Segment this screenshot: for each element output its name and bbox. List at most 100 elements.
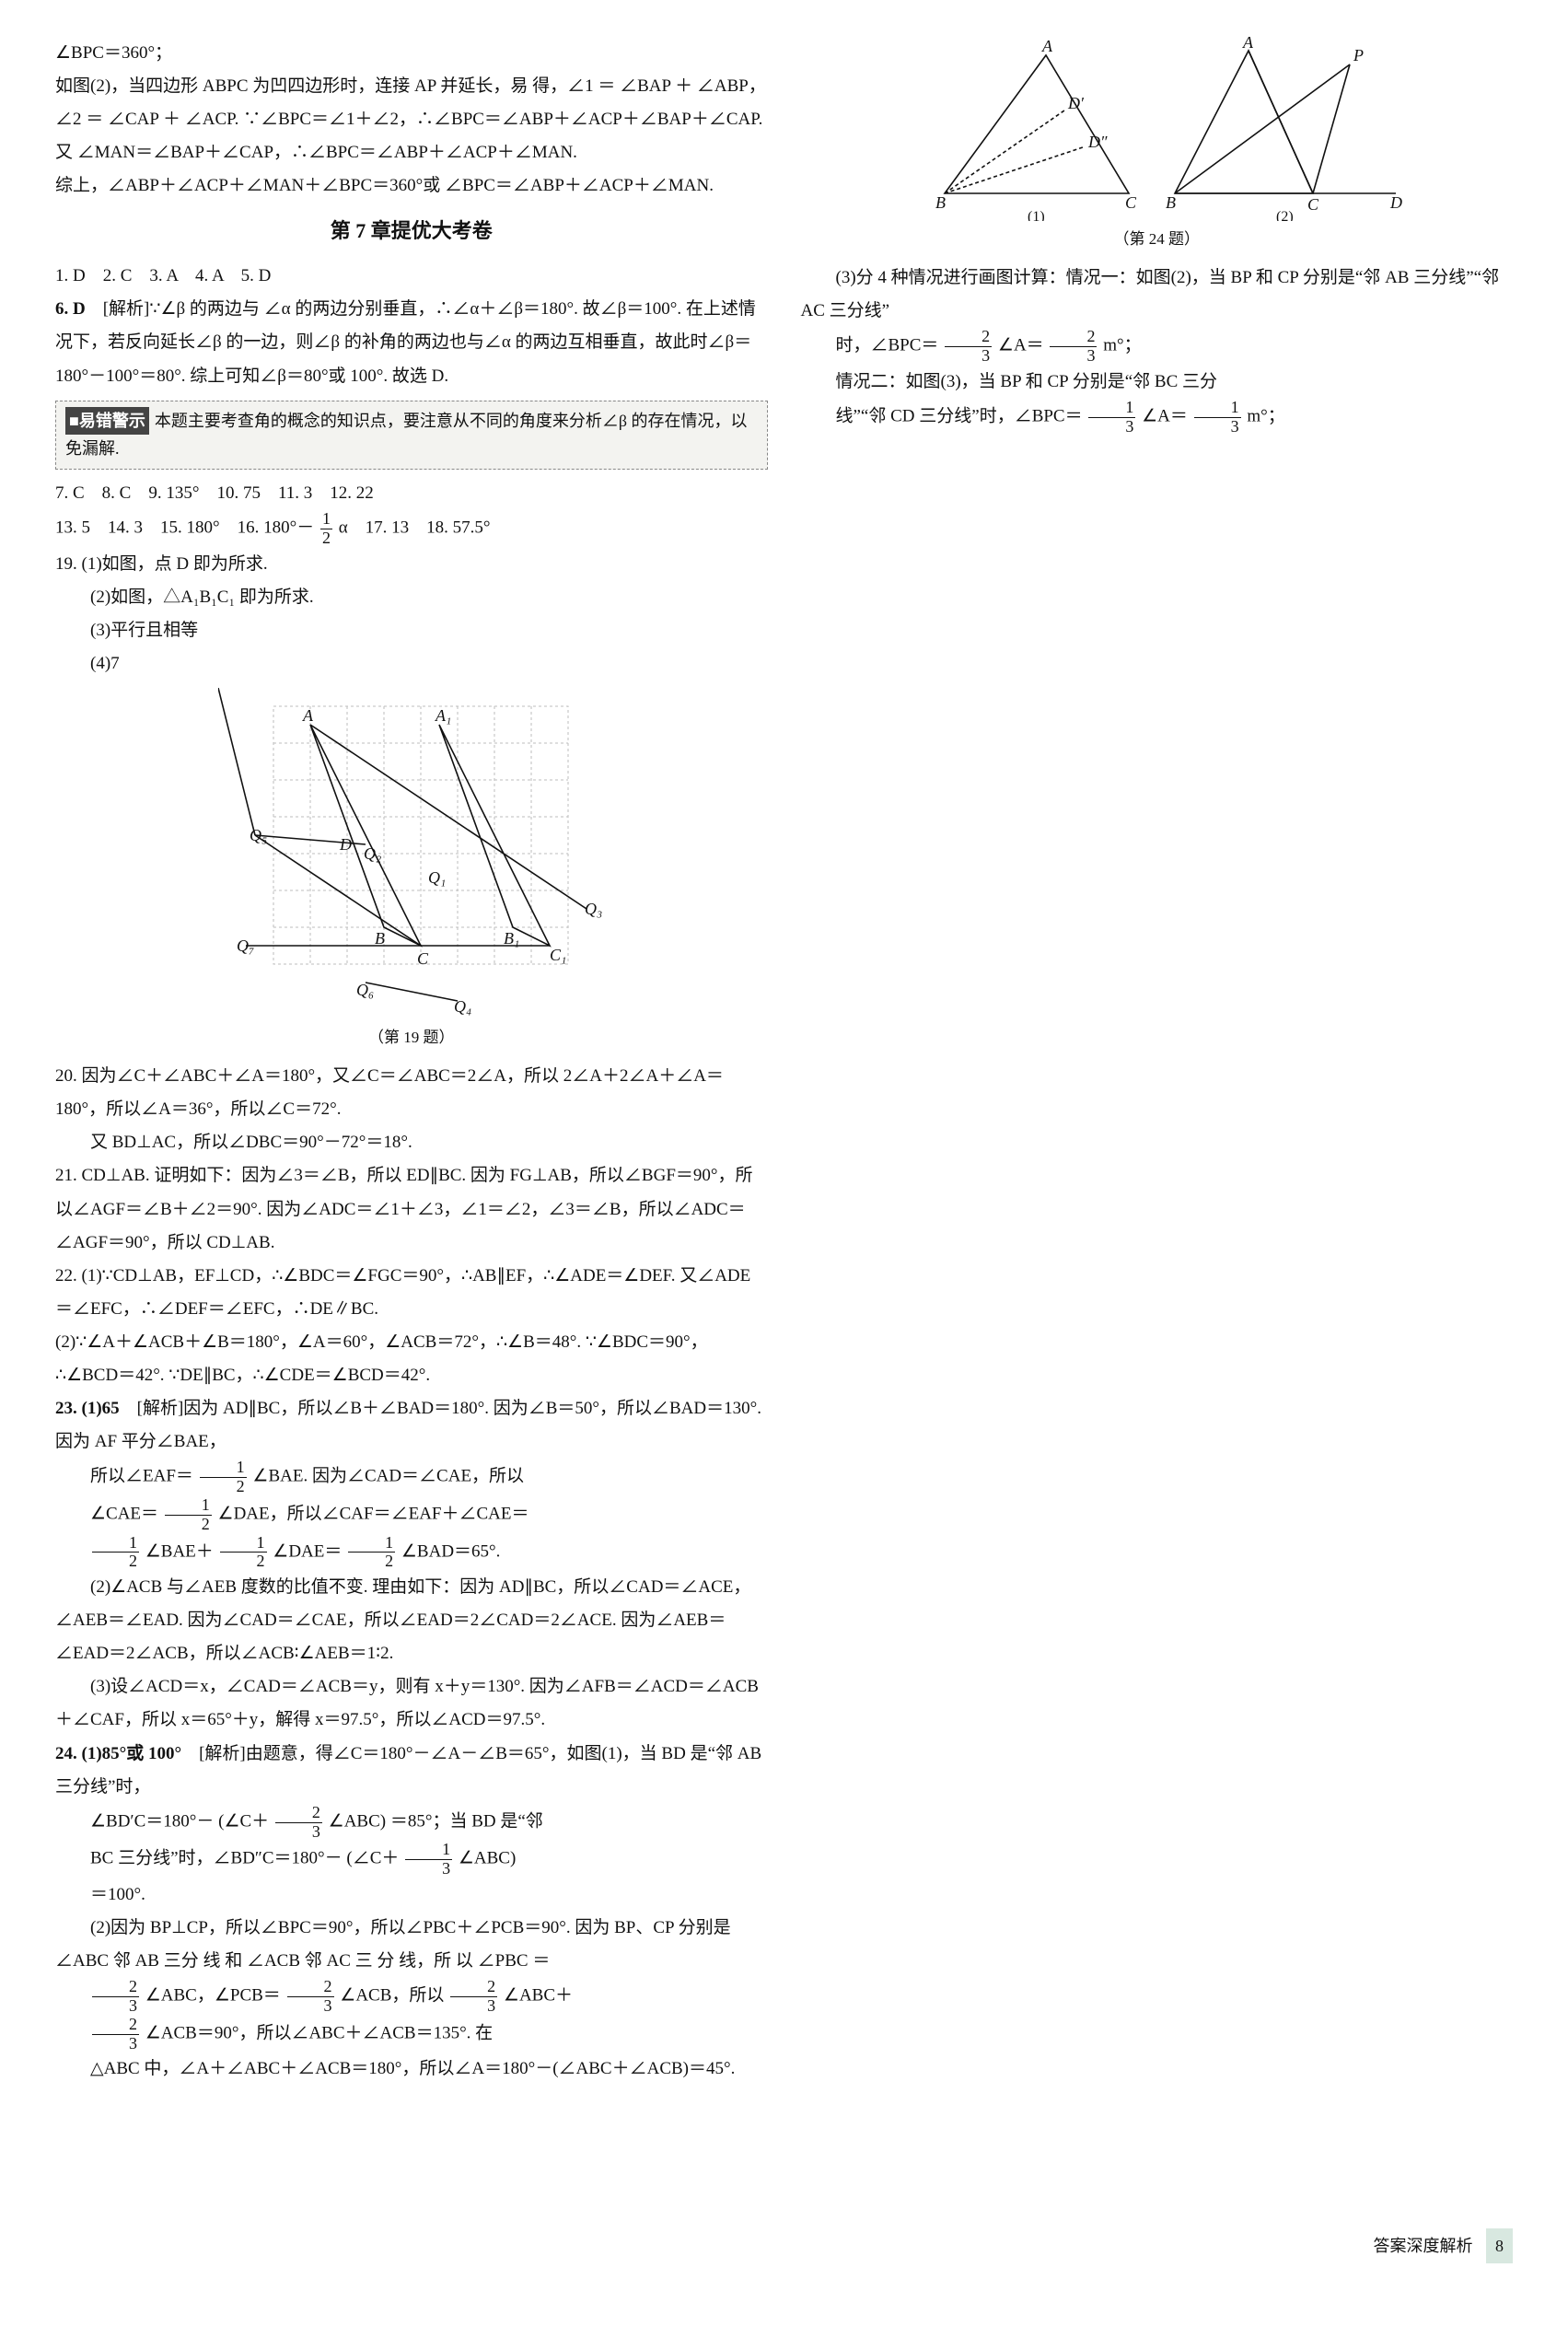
answer-line: 13. 5 14. 3 15. 180° 16. 180°－ 12 α 17. … [55,510,768,548]
q24-1: 24. (1)85°或 100° [解析]由题意，得∠C＝180°－∠A－∠B＝… [55,1738,768,1804]
t: ∠ACB，所以 [340,1986,444,2006]
q24-3c: 情况二：如图(3)，当 BP 和 CP 分别是“邻 BC 三分 [801,366,1514,399]
t: ∠ABC，∠PCB＝ [145,1986,281,2006]
frac-2-3: 23 [275,1804,322,1842]
frac-2-3: 23 [92,1978,139,2016]
frac-1-3: 13 [405,1841,452,1878]
fig24-sub1: (1) [1028,209,1045,221]
label-C: C [417,949,429,968]
label-D2: D″ [1087,133,1108,151]
ans13-16pre: 13. 5 14. 3 15. 180° 16. 180°－ [55,518,314,538]
q23-body: [解析]因为 AD∥BC，所以∠B＋∠BAD＝180°. 因为∠B＝50°，所以… [55,1399,761,1451]
frac-1-3: 13 [1088,399,1135,436]
answer-line: 7. C 8. C 9. 135° 10. 75 11. 3 12. 22 [55,477,768,510]
t: ∠BAE＋ [145,1541,214,1561]
footer-text: 答案深度解析 [1374,2237,1473,2255]
q19-4: (4)7 [55,647,768,680]
frac-2-3: 23 [287,1978,334,2016]
label-A: A [302,706,314,725]
frac-2-3: 23 [945,328,992,366]
q24-2d: △ABC 中，∠A＋∠ABC＋∠ACB＝180°，所以∠A＝180°－(∠ABC… [55,2053,768,2086]
q24-3d: 线”“邻 CD 三分线”时，∠BPC＝ 13 ∠A＝ 13 m°； [801,399,1514,436]
q19-3: (3)平行且相等 [55,614,768,647]
q20b: 又 BD⊥AC，所以∠DBC＝90°－72°＝18°. [55,1126,768,1159]
q23-3: (3)设∠ACD＝x，∠CAD＝∠ACB＝y，则有 x＋y＝130°. 因为∠A… [55,1670,768,1737]
frac-1-2: 12 [348,1534,395,1572]
line: ∠BPC＝360°； [55,37,768,70]
label-Q2: Q₂ [364,844,381,863]
frac-1-2: 12 [92,1534,139,1572]
frac-1-2: 12 [220,1534,267,1572]
label-Q6: Q₆ [356,981,374,999]
t: ＝85°；当 BD 是“邻 [390,1811,543,1831]
label-D1: D′ [1067,94,1085,112]
t: m°； [1247,407,1284,426]
label-C1: C₁ [550,946,566,964]
figure-19: A A₁ B B₁ C C₁ D Q₁ Q₂ Q₃ Q₄ Q₅ Q₆ Q₇ （第… [55,688,768,1053]
t: ∠BAD＝65°. [401,1541,501,1561]
q22-2: (2)∵∠A＋∠ACB＋∠B＝180°，∠A＝60°，∠ACB＝72°，∴∠B＝… [55,1326,768,1392]
label-C2: C [1307,195,1319,214]
page-number: 8 [1486,2228,1513,2263]
q24-num: 24. (1)85°或 100° [55,1744,199,1763]
ans16-18: α 17. 13 18. 57.5° [339,518,491,538]
frac-2-3: 23 [1050,328,1097,366]
t: ∠BAE. 因为∠CAD＝∠CAE，所以 [252,1467,524,1486]
q24-2a: (2)因为 BP⊥CP，所以∠BPC＝90°，所以∠PBC＋∠PCB＝90°. … [55,1912,768,1978]
label-C: C [1125,193,1137,212]
t: ∠BD′C＝180°－ [90,1811,214,1831]
label-A: A [1041,37,1053,55]
q19-1: 19. (1)如图，点 D 即为所求. [55,548,768,581]
t: ∠A＝ [998,336,1044,355]
t: ∠ACB＝90°，所以∠ABC＋∠ACB＝135°. 在 [145,2023,493,2042]
tip-head: ■易错警示 [65,407,149,436]
q24-1c: ∠BD′C＝180°－ (∠C＋ 23 ∠ABC) ＝85°；当 BD 是“邻 [55,1804,768,1842]
label-D: D [339,835,352,854]
frac-1-3: 13 [1194,399,1241,436]
label-Q4: Q₄ [454,997,471,1016]
t: BC 三分线”时，∠BD″C＝180°－ [90,1849,343,1868]
q24-1e: ＝100°. [55,1878,768,1912]
t: ∠A＝ [1142,407,1188,426]
t: ∠DAE＝ [273,1541,342,1561]
page-footer: 答案深度解析 8 [55,2228,1513,2263]
label-Q5: Q₅ [250,826,267,844]
q24-3b: 时，∠BPC＝ 23 ∠A＝ 23 m°； [801,328,1514,366]
q23-1d: ∠CAE＝ 12 ∠DAE，所以∠CAF＝∠EAF＋∠CAE＝ [55,1496,768,1534]
t: ∠DAE，所以∠CAF＝∠EAF＋∠CAE＝ [218,1505,529,1524]
line: 综上，∠ABP＋∠ACP＋∠MAN＋∠BPC＝360°或 ∠BPC＝∠ABP＋∠… [55,169,768,203]
label-Q7: Q₇ [237,936,254,955]
frac-1-2: 12 [165,1496,212,1534]
tip-body: 本题主要考查角的概念的知识点，要注意从不同的角度来分析∠β 的存在情况，以免漏解… [65,412,748,459]
q23-1e: 12 ∠BAE＋ 12 ∠DAE＝ 12 ∠BAD＝65°. [55,1534,768,1572]
q24-2c: 23 ∠ACB＝90°，所以∠ABC＋∠ACB＝135°. 在 [55,2016,768,2053]
t: ∠ABC [329,1811,380,1831]
label-Q3: Q₃ [585,900,602,918]
line: 如图(2)，当四边形 ABPC 为凹四边形时，连接 AP 并延长，易 得，∠1 … [55,70,768,169]
q24-1d: BC 三分线”时，∠BD″C＝180°－ (∠C＋ 13 ∠ABC) [55,1841,768,1878]
label-B1: B₁ [504,929,519,948]
label-B: B [935,193,946,212]
frac-2-3: 23 [92,2016,139,2053]
q6-body: [解析]∵∠β 的两边与 ∠α 的两边分别垂直，∴∠α＋∠β＝180°. 故∠β… [55,299,756,385]
t: ∠ABC＋ [504,1986,573,2006]
t: ∠ABC [459,1849,510,1868]
label-A2: A [1242,37,1254,52]
q21: 21. CD⊥AB. 证明如下：因为∠3＝∠B，所以 ED∥BC. 因为 FG⊥… [55,1159,768,1259]
q24-3a: (3)分 4 种情况进行画图计算：情况一：如图(2)，当 BP 和 CP 分别是… [801,262,1514,328]
q6: 6. D [解析]∵∠β 的两边与 ∠α 的两边分别垂直，∴∠α＋∠β＝180°… [55,293,768,392]
fig24-sub2: (2) [1276,209,1294,221]
t: 线”“邻 CD 三分线”时，∠BPC＝ [836,407,1083,426]
t: m°； [1103,336,1141,355]
tip-box: ■易错警示本题主要考查角的概念的知识点，要注意从不同的角度来分析∠β 的存在情况… [55,401,768,470]
q19-2: (2)如图，△A₁B₁C₁ 即为所求. [55,581,768,614]
q23-num: 23. (1)65 [55,1399,137,1418]
q23-2: (2)∠ACB 与∠AEB 度数的比值不变. 理由如下：因为 AD∥BC，所以∠… [55,1571,768,1670]
fig19-caption: （第 19 题） [55,1023,768,1053]
frac-1-2: 12 [200,1459,247,1496]
q24-2b: 23 ∠ABC，∠PCB＝ 23 ∠ACB，所以 23 ∠ABC＋ [55,1978,768,2016]
figure-24: A B C D′ D″ A P B C D (1) (2) （第 24 题） [801,37,1514,254]
t: 所以∠EAF＝ [90,1467,193,1486]
t: ∠C＋ [353,1849,400,1868]
answer-line: 1. D 2. C 3. A 4. A 5. D [55,260,768,293]
